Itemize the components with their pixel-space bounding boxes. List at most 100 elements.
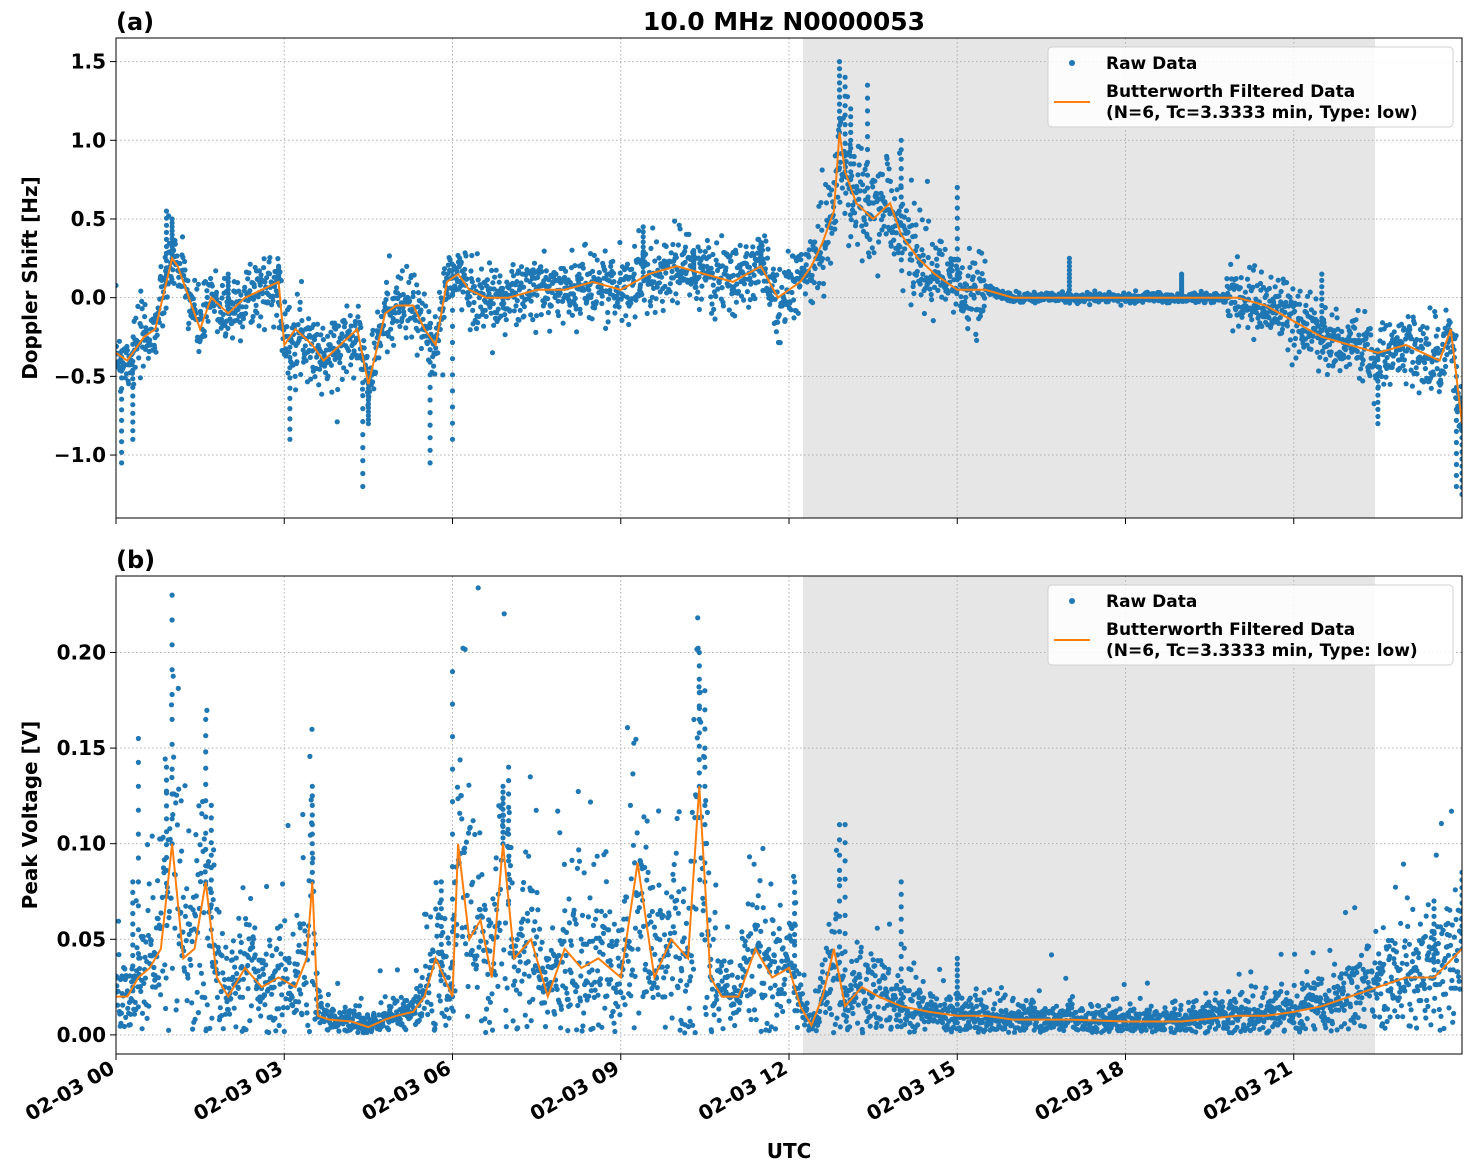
raw-data-point [489, 267, 495, 274]
raw-data-point [677, 226, 683, 232]
raw-data-point [417, 983, 424, 989]
raw-data-point [286, 960, 292, 966]
raw-data-point [214, 329, 220, 335]
raw-data-point [1391, 329, 1397, 335]
raw-data-point [120, 1002, 126, 1008]
raw-data-point [945, 261, 951, 267]
raw-data-point [614, 938, 620, 944]
raw-data-point [317, 366, 323, 372]
raw-data-point [647, 979, 653, 985]
raw-data-point [286, 349, 292, 355]
raw-data-point [521, 313, 527, 319]
raw-data-point [262, 1002, 268, 1008]
raw-data-point [720, 1026, 726, 1032]
raw-data-point [563, 268, 569, 274]
raw-data-point [176, 941, 182, 947]
raw-data-point [182, 258, 188, 265]
raw-data-point [194, 989, 200, 995]
raw-data-point [910, 283, 916, 290]
raw-data-point [1459, 470, 1462, 476]
raw-data-point [568, 938, 574, 944]
raw-data-point [531, 260, 538, 266]
raw-data-point [716, 1017, 722, 1024]
raw-data-point [500, 522, 505, 527]
raw-data-point [653, 296, 659, 302]
raw-data-point [487, 948, 493, 954]
raw-data-point [150, 895, 156, 901]
raw-data-point [599, 300, 605, 307]
raw-data-point [493, 855, 499, 861]
raw-data-point [1414, 336, 1420, 343]
raw-data-point [597, 982, 603, 988]
raw-data-point [628, 876, 634, 882]
raw-data-point [475, 277, 481, 283]
raw-data-point [1249, 317, 1255, 323]
raw-data-point [589, 316, 595, 322]
raw-data-point [1414, 371, 1420, 377]
raw-data-point [911, 200, 917, 206]
raw-data-point [969, 306, 975, 312]
raw-data-point [661, 932, 668, 938]
raw-data-point [1419, 345, 1426, 351]
raw-data-point [636, 905, 642, 911]
raw-data-point [484, 277, 490, 283]
raw-data-point [159, 894, 165, 901]
raw-data-point [285, 1005, 291, 1011]
raw-data-point [169, 247, 175, 254]
raw-data-point [848, 234, 854, 240]
raw-data-point [225, 1006, 231, 1013]
raw-data-point [1367, 373, 1373, 379]
raw-data-point [710, 936, 716, 942]
raw-data-point [872, 178, 878, 184]
raw-data-point [214, 994, 220, 1001]
raw-data-point [1276, 320, 1282, 326]
raw-data-point [528, 1018, 534, 1024]
raw-data-point [248, 895, 254, 902]
raw-data-point [162, 756, 168, 762]
raw-data-point [1402, 368, 1408, 374]
raw-data-point [686, 231, 692, 237]
raw-data-point [318, 332, 324, 338]
raw-data-point [423, 911, 429, 917]
raw-data-point [141, 980, 147, 987]
raw-data-point [194, 858, 200, 864]
raw-data-point [1293, 355, 1299, 361]
raw-data-point [1326, 362, 1332, 369]
raw-data-point [579, 948, 585, 954]
panel-a-doppler-shift: −1.0−0.50.00.51.01.5(a)Doppler Shift [Hz… [18, 8, 1463, 524]
raw-data-point [557, 830, 563, 836]
raw-data-point [1436, 389, 1442, 395]
raw-data-point [465, 983, 471, 990]
raw-data-point [1459, 477, 1462, 483]
raw-data-point [240, 885, 246, 891]
raw-data-point [954, 215, 960, 221]
raw-data-point [702, 249, 708, 255]
raw-data-point [677, 280, 683, 286]
raw-data-point [1375, 392, 1381, 398]
raw-data-point [566, 920, 573, 926]
raw-data-point [426, 309, 432, 315]
raw-data-point [197, 879, 204, 885]
raw-data-point [671, 877, 677, 883]
raw-data-point [747, 297, 753, 303]
raw-data-point [1408, 336, 1415, 342]
raw-data-point [1292, 308, 1298, 314]
raw-data-point [651, 924, 658, 930]
raw-data-point [449, 372, 456, 378]
raw-data-point [807, 239, 814, 245]
raw-data-point [947, 273, 953, 279]
raw-data-point [502, 976, 508, 982]
raw-data-point [1244, 276, 1251, 282]
raw-data-point [845, 202, 851, 208]
raw-data-point [1287, 337, 1293, 343]
raw-data-point [360, 483, 366, 490]
raw-data-point [981, 303, 987, 309]
raw-data-point [642, 967, 648, 973]
raw-data-point [169, 243, 175, 250]
raw-data-point [569, 857, 575, 864]
raw-data-point [352, 318, 358, 325]
raw-data-point [917, 207, 923, 213]
raw-data-point [864, 108, 871, 114]
raw-data-point [216, 909, 222, 915]
raw-data-point [183, 903, 189, 909]
